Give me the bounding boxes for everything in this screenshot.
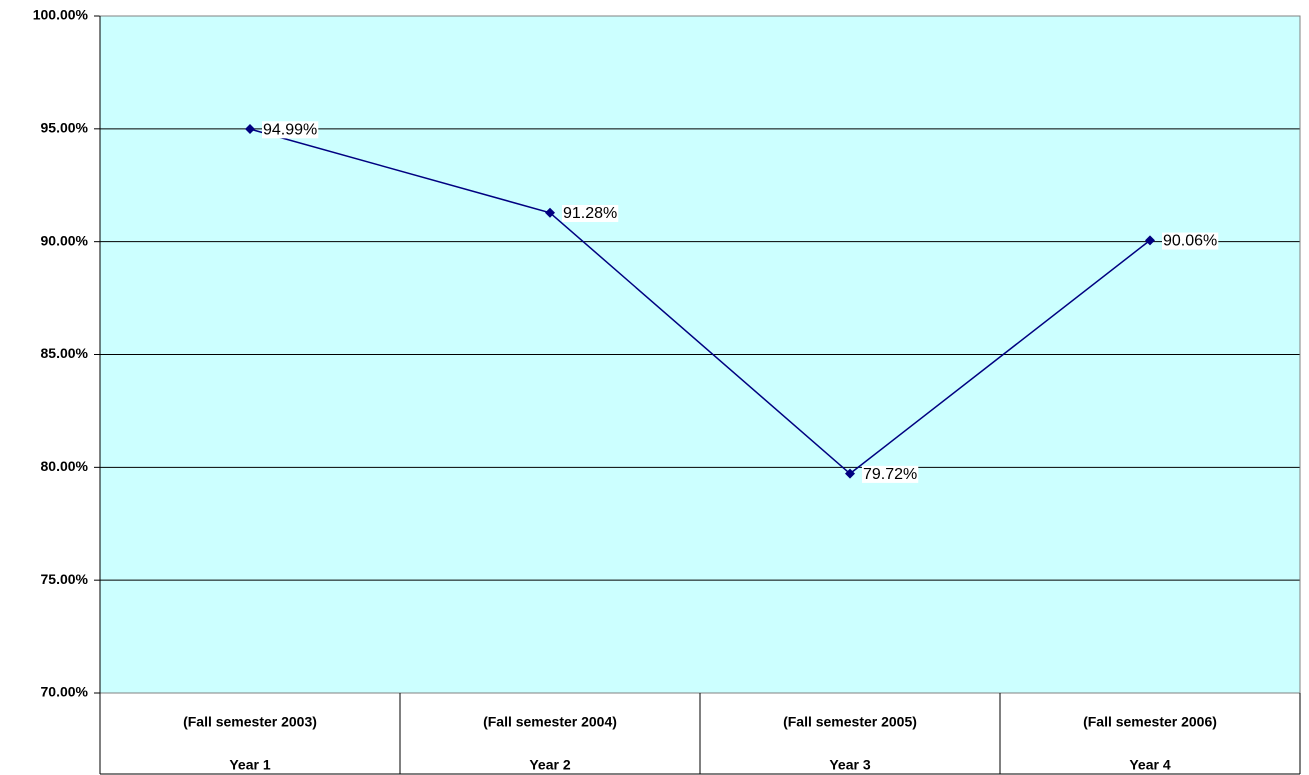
data-label: 90.06%: [1163, 233, 1217, 250]
y-tick-label: 70.00%: [41, 684, 89, 700]
x-tick-label: Year 1: [229, 757, 270, 773]
y-tick-label: 95.00%: [41, 120, 89, 136]
x-tick-label: (Fall semester 2004): [483, 714, 617, 730]
x-tick-label: Year 3: [829, 757, 870, 773]
line: [249, 128, 1151, 475]
x-tick-label: (Fall semester 2003): [183, 714, 317, 730]
x-tick-label: Year 2: [529, 757, 570, 773]
y-tick-label: 75.00%: [41, 571, 89, 587]
y-tick-label: 85.00%: [41, 345, 89, 361]
data-label-bg: [562, 205, 619, 223]
data-label: 94.99%: [263, 121, 317, 138]
data-label-bg: [1162, 232, 1219, 250]
marker: [845, 468, 855, 479]
data-label: 79.72%: [863, 466, 917, 483]
x-tick-label: (Fall semester 2006): [1083, 714, 1217, 730]
x-tick-label: (Fall semester 2005): [783, 714, 917, 730]
y-tick-label: 80.00%: [41, 458, 89, 474]
marker: [545, 207, 555, 218]
x-tick-label: Year 4: [1129, 757, 1170, 773]
marker: [1145, 235, 1155, 246]
data-label-bg: [862, 465, 919, 483]
y-tick-label: 100.00%: [33, 7, 89, 23]
data-label: 91.28%: [563, 205, 617, 222]
data-label-bg: [262, 121, 319, 139]
marker: [245, 124, 255, 135]
y-tick-label: 90.00%: [41, 232, 89, 248]
